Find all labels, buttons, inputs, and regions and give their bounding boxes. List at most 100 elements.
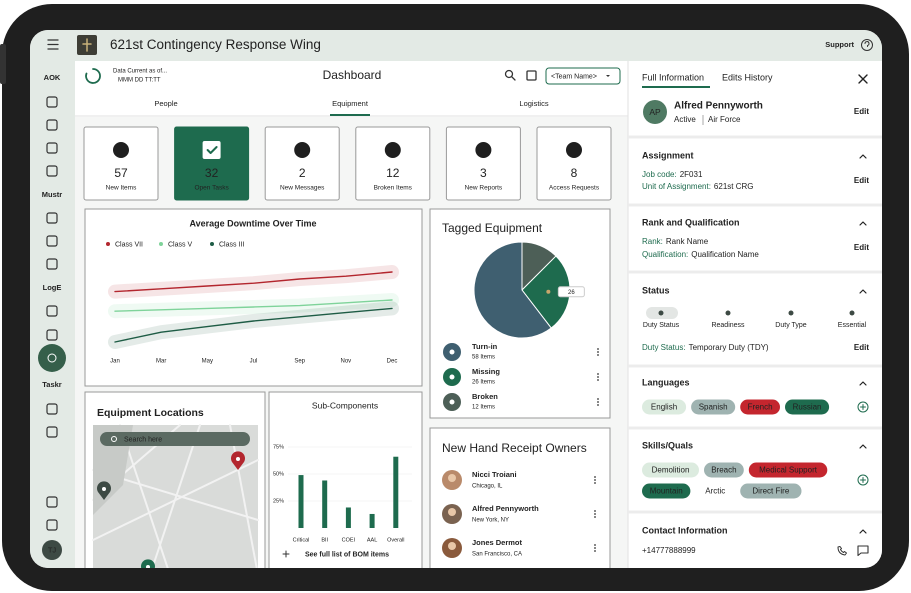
rail-icon[interactable]: [46, 519, 58, 531]
dashboard-tab[interactable]: Logistics: [519, 99, 548, 108]
rail-icon[interactable]: [46, 426, 58, 438]
legend-swatch: [210, 242, 214, 246]
more-menu-dot: [597, 354, 599, 356]
field: Job code: 2F031: [642, 170, 703, 179]
step-label[interactable]: Readiness: [711, 322, 745, 329]
chip[interactable]: [785, 399, 830, 415]
chip[interactable]: [740, 399, 780, 415]
x-tick-label: COEI: [342, 537, 356, 543]
stat-card[interactable]: [536, 126, 612, 201]
chart-title: Average Downtime Over Time: [189, 218, 316, 228]
rail-icon[interactable]: [46, 119, 58, 131]
chart-title: Tagged Equipment: [442, 221, 543, 235]
collapse-icon[interactable]: [859, 289, 867, 294]
field-value: 621st CRG: [714, 182, 754, 191]
add-skill[interactable]: [857, 474, 869, 486]
chip-label: Mountain: [650, 487, 683, 496]
legend-label: Broken: [472, 392, 498, 401]
stat-value: 2: [299, 166, 306, 180]
map-road: [229, 424, 259, 568]
field-label: Duty Status:: [642, 343, 686, 352]
edit-button[interactable]: Edit: [854, 343, 869, 352]
close-icon[interactable]: [858, 74, 868, 84]
rail-icon[interactable]: [46, 96, 58, 108]
chip-label: Spanish: [699, 403, 728, 412]
rail-icon[interactable]: [46, 496, 58, 508]
chip[interactable]: [748, 462, 828, 478]
chip[interactable]: [691, 399, 736, 415]
rail-icon[interactable]: [46, 212, 58, 224]
map-search[interactable]: [100, 432, 250, 446]
sync-spinner: [85, 68, 101, 84]
step-label[interactable]: Duty Type: [775, 322, 806, 329]
pie-slice: [473, 241, 552, 339]
collapse-icon[interactable]: [859, 529, 867, 534]
add-glyph: [860, 404, 866, 410]
section-title: Assignment: [642, 150, 694, 160]
stat-label: New Messages: [280, 185, 325, 192]
chip[interactable]: [642, 462, 699, 478]
data-current: Data Current as of...: [113, 69, 167, 75]
rail-active-bg: [38, 344, 66, 372]
menu-icon[interactable]: [47, 39, 59, 50]
search-icon[interactable]: [504, 69, 514, 79]
edit-button[interactable]: Edit: [854, 243, 869, 252]
rail-icon[interactable]: [46, 235, 58, 247]
team-dropdown[interactable]: [545, 67, 621, 85]
field: Rank: Rank Name: [642, 237, 709, 246]
bom-link[interactable]: See full list of BOM items: [305, 551, 389, 558]
stat-card[interactable]: [445, 126, 521, 201]
calendar-icon[interactable]: [526, 70, 537, 81]
stat-card[interactable]: [355, 126, 431, 201]
collapse-icon[interactable]: [859, 444, 867, 449]
person-face: [448, 542, 456, 550]
rail-icon[interactable]: [46, 142, 58, 154]
dashboard-tab[interactable]: People: [154, 99, 177, 108]
rail-icon[interactable]: [47, 353, 57, 363]
add-language[interactable]: [857, 401, 869, 413]
rail-icon[interactable]: [46, 403, 58, 415]
panel-tab[interactable]: Full Information: [642, 72, 704, 82]
chip[interactable]: [695, 483, 736, 499]
bar: [369, 513, 375, 528]
collapse-icon[interactable]: [859, 154, 867, 159]
side-rail: [30, 61, 75, 568]
chart-title: Sub-Components: [312, 400, 378, 410]
stat-card[interactable]: [264, 126, 340, 201]
legend-label: Missing: [472, 367, 500, 376]
rail-icon[interactable]: [46, 165, 58, 177]
map-pin[interactable]: [141, 559, 155, 578]
chip[interactable]: [740, 483, 802, 499]
rail-icon[interactable]: [46, 329, 58, 341]
more-menu-dot: [597, 398, 599, 400]
rail-icon[interactable]: [46, 258, 58, 270]
stat-card[interactable]: [83, 126, 159, 201]
field-label: Job code:: [642, 170, 677, 179]
support-link[interactable]: Support: [825, 40, 854, 49]
step-dot: [658, 310, 664, 316]
call-icon[interactable]: [837, 546, 847, 556]
message-icon[interactable]: [857, 545, 869, 557]
user-avatar[interactable]: [42, 540, 62, 560]
bar: [393, 456, 399, 528]
edit-button[interactable]: Edit: [854, 176, 869, 185]
chip[interactable]: [642, 399, 687, 415]
panel-tab[interactable]: Edits History: [722, 72, 773, 82]
field-label: Rank:: [642, 237, 663, 246]
legend-label: Turn-in: [472, 342, 498, 351]
add-icon[interactable]: [282, 550, 290, 558]
step-label[interactable]: Duty Status: [643, 322, 680, 329]
field-label: Qualification:: [642, 250, 688, 259]
chip[interactable]: [642, 483, 691, 499]
dashboard-tab[interactable]: Equipment: [332, 99, 369, 108]
help-icon[interactable]: [861, 39, 873, 51]
profile-branch: Air Force: [708, 115, 741, 124]
user-initials: TJ: [48, 545, 57, 554]
edit-button[interactable]: Edit: [854, 107, 869, 116]
stat-card[interactable]: [174, 126, 250, 201]
step-label[interactable]: Essential: [838, 322, 867, 329]
collapse-icon[interactable]: [859, 221, 867, 226]
chip[interactable]: [704, 462, 744, 478]
collapse-icon[interactable]: [859, 381, 867, 386]
rail-icon[interactable]: [46, 305, 58, 317]
